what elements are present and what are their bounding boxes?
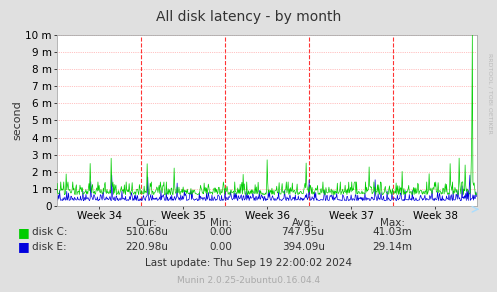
Text: Max:: Max: — [380, 218, 405, 227]
Text: All disk latency - by month: All disk latency - by month — [156, 10, 341, 24]
Text: ■: ■ — [17, 240, 29, 253]
Text: 0.00: 0.00 — [210, 227, 233, 237]
Text: 29.14m: 29.14m — [373, 242, 413, 252]
Text: 510.68u: 510.68u — [125, 227, 168, 237]
Text: 220.98u: 220.98u — [125, 242, 168, 252]
Text: disk C:: disk C: — [32, 227, 68, 237]
Text: Avg:: Avg: — [292, 218, 315, 227]
Text: ■: ■ — [17, 226, 29, 239]
Text: Munin 2.0.25-2ubuntu0.16.04.4: Munin 2.0.25-2ubuntu0.16.04.4 — [177, 276, 320, 285]
Text: RRDTOOL / TOBI OETIKER: RRDTOOL / TOBI OETIKER — [487, 53, 492, 134]
Text: 747.95u: 747.95u — [282, 227, 325, 237]
Text: 0.00: 0.00 — [210, 242, 233, 252]
Text: 394.09u: 394.09u — [282, 242, 325, 252]
Text: 41.03m: 41.03m — [373, 227, 413, 237]
Text: Last update: Thu Sep 19 22:00:02 2024: Last update: Thu Sep 19 22:00:02 2024 — [145, 258, 352, 268]
Y-axis label: second: second — [12, 100, 22, 140]
Text: disk E:: disk E: — [32, 242, 67, 252]
Text: Cur:: Cur: — [136, 218, 158, 227]
Text: Min:: Min: — [210, 218, 232, 227]
